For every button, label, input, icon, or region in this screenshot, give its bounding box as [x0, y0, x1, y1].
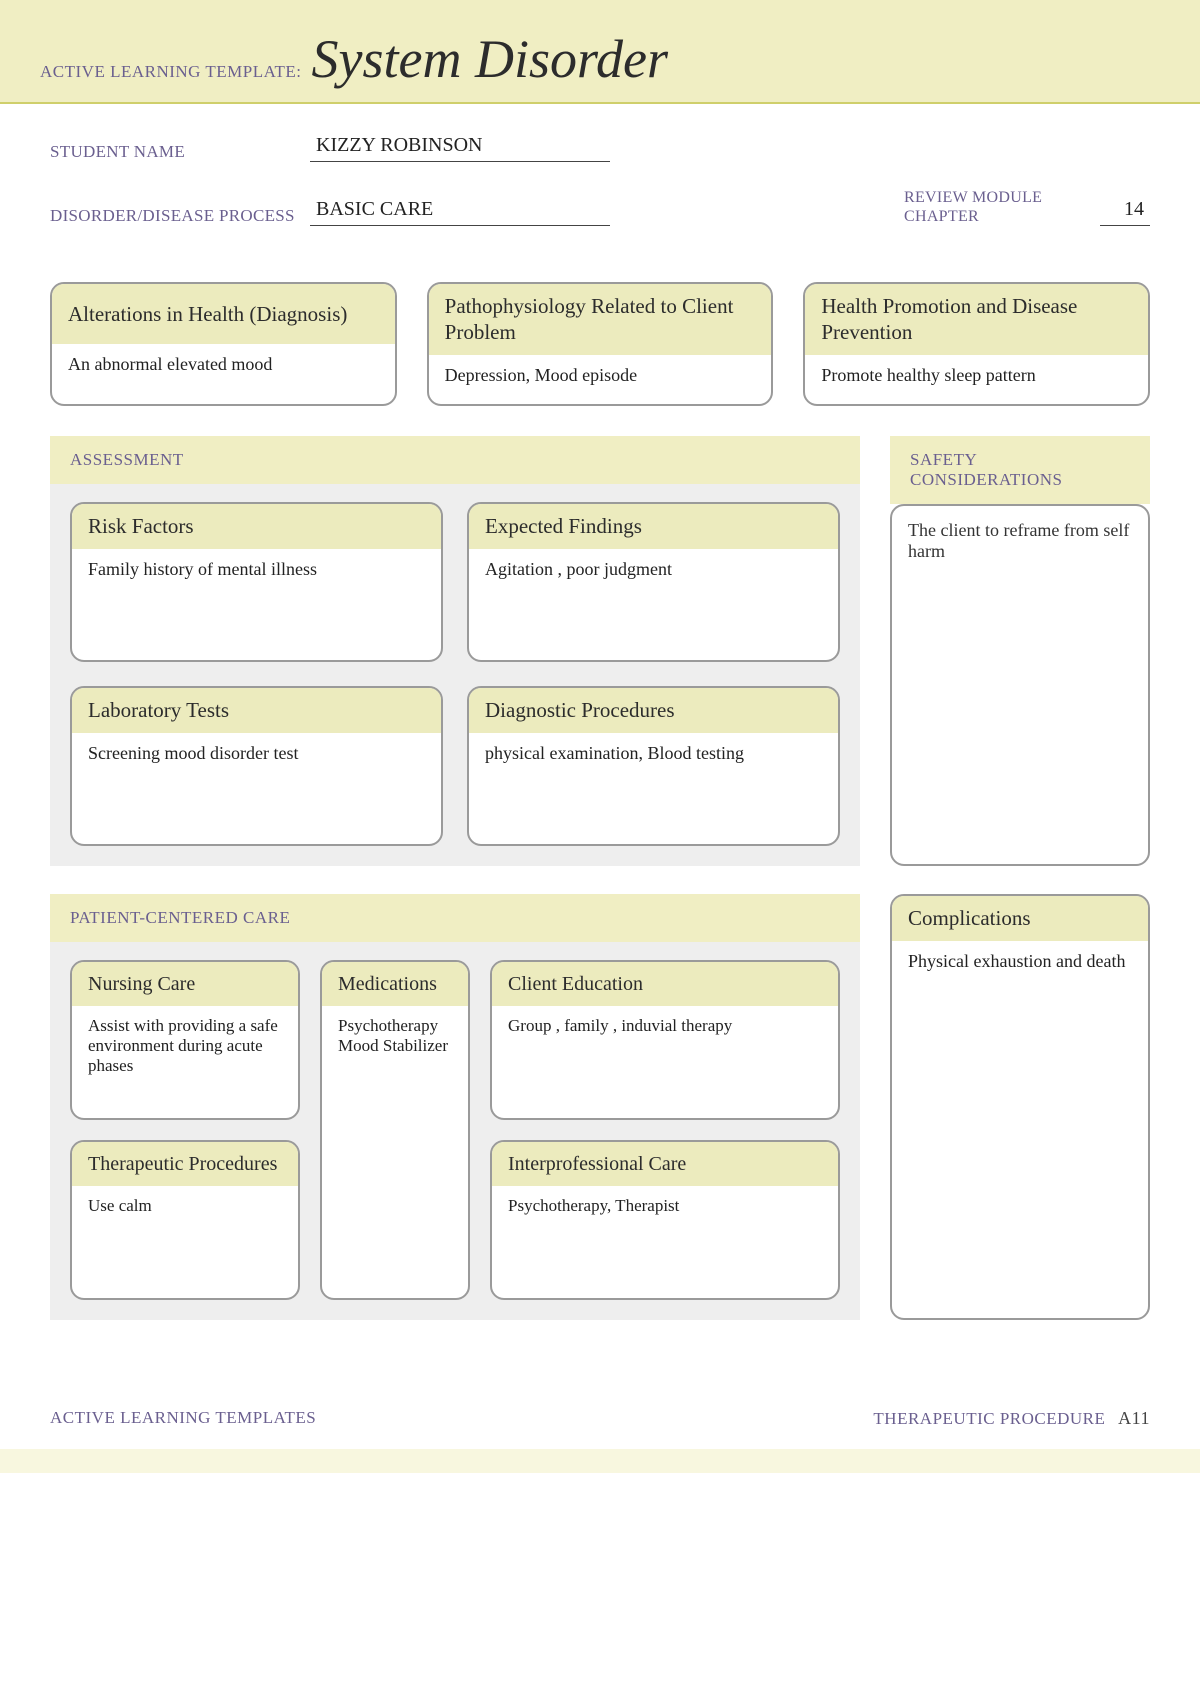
box-body: Psychotherapy Mood Stabilizer [322, 1006, 468, 1298]
box-title: Client Education [492, 962, 838, 1006]
box-title: Nursing Care [72, 962, 298, 1006]
box-body: Family history of mental illness [72, 549, 441, 660]
box-body: Agitation , poor judgment [469, 549, 838, 660]
box-title: Expected Findings [469, 504, 838, 549]
footer-right-label: THERAPEUTIC PROCEDURE [873, 1409, 1105, 1428]
box-body: Screening mood disorder test [72, 733, 441, 844]
assessment-panel-title: ASSESSMENT [50, 436, 860, 484]
box-body: Psychotherapy, Therapist [492, 1186, 838, 1298]
student-name-label: STUDENT NAME [50, 142, 310, 162]
safety-column: SAFETY CONSIDERATIONS The client to refr… [890, 436, 1150, 866]
box-body: An abnormal elevated mood [52, 344, 395, 403]
box-health-promotion: Health Promotion and Disease Prevention … [803, 282, 1150, 405]
box-medications: Medications Psychotherapy Mood Stabilize… [320, 960, 470, 1300]
disorder-value: BASIC CARE [310, 198, 610, 226]
assessment-panel: ASSESSMENT Risk Factors Family history o… [50, 436, 860, 866]
safety-body: The client to reframe from self harm [890, 504, 1150, 866]
box-body: Depression, Mood episode [429, 355, 772, 404]
box-body: Promote healthy sleep pattern [805, 355, 1148, 404]
box-pathophysiology: Pathophysiology Related to Client Proble… [427, 282, 774, 405]
pcc-panel: PATIENT-CENTERED CARE Nursing Care Assis… [50, 894, 860, 1320]
footer-right-code: A11 [1118, 1408, 1150, 1428]
box-title: Risk Factors [72, 504, 441, 549]
box-diagnostic-procedures: Diagnostic Procedures physical examinati… [467, 686, 840, 846]
complications-column: Complications Physical exhaustion and de… [890, 894, 1150, 1320]
box-title: Health Promotion and Disease Prevention [805, 284, 1148, 354]
box-nursing-care: Nursing Care Assist with providing a saf… [70, 960, 300, 1120]
footer-right: THERAPEUTIC PROCEDURE A11 [873, 1408, 1150, 1429]
box-therapeutic-procedures: Therapeutic Procedures Use calm [70, 1140, 300, 1300]
box-title: Laboratory Tests [72, 688, 441, 733]
page-title: System Disorder [312, 28, 668, 90]
box-body: Physical exhaustion and death [892, 941, 1148, 1318]
pcc-complications-row: PATIENT-CENTERED CARE Nursing Care Assis… [0, 894, 1200, 1348]
box-body: Use calm [72, 1186, 298, 1298]
box-title: Alterations in Health (Diagnosis) [52, 284, 395, 344]
header-band: ACTIVE LEARNING TEMPLATE: System Disorde… [0, 0, 1200, 104]
box-alterations: Alterations in Health (Diagnosis) An abn… [50, 282, 397, 405]
box-body: physical examination, Blood testing [469, 733, 838, 844]
info-section: STUDENT NAME KIZZY ROBINSON DISORDER/DIS… [0, 104, 1200, 272]
page: ACTIVE LEARNING TEMPLATE: System Disorde… [0, 0, 1200, 1473]
top-boxes-row: Alterations in Health (Diagnosis) An abn… [0, 272, 1200, 435]
box-title: Therapeutic Procedures [72, 1142, 298, 1186]
safety-panel-title: SAFETY CONSIDERATIONS [890, 436, 1150, 504]
box-title: Medications [322, 962, 468, 1006]
pcc-panel-title: PATIENT-CENTERED CARE [50, 894, 860, 942]
box-client-education: Client Education Group , family , induvi… [490, 960, 840, 1120]
box-title: Pathophysiology Related to Client Proble… [429, 284, 772, 354]
footer-left: ACTIVE LEARNING TEMPLATES [50, 1408, 316, 1429]
box-risk-factors: Risk Factors Family history of mental il… [70, 502, 443, 662]
footer: ACTIVE LEARNING TEMPLATES THERAPEUTIC PR… [0, 1348, 1200, 1449]
box-expected-findings: Expected Findings Agitation , poor judgm… [467, 502, 840, 662]
header-prefix: ACTIVE LEARNING TEMPLATE: [40, 62, 302, 82]
chapter-label: REVIEW MODULE CHAPTER [904, 188, 1074, 226]
chapter-value: 14 [1100, 198, 1150, 226]
box-complications: Complications Physical exhaustion and de… [890, 894, 1150, 1320]
box-body: Group , family , induvial therapy [492, 1006, 838, 1118]
box-laboratory-tests: Laboratory Tests Screening mood disorder… [70, 686, 443, 846]
disorder-label: DISORDER/DISEASE PROCESS [50, 206, 310, 226]
box-body: Assist with providing a safe environment… [72, 1006, 298, 1118]
bottom-band [0, 1449, 1200, 1473]
box-interprofessional-care: Interprofessional Care Psychotherapy, Th… [490, 1140, 840, 1300]
box-title: Diagnostic Procedures [469, 688, 838, 733]
box-title: Interprofessional Care [492, 1142, 838, 1186]
box-title: Complications [892, 896, 1148, 941]
assessment-safety-row: ASSESSMENT Risk Factors Family history o… [0, 436, 1200, 894]
student-name-value: KIZZY ROBINSON [310, 134, 610, 162]
